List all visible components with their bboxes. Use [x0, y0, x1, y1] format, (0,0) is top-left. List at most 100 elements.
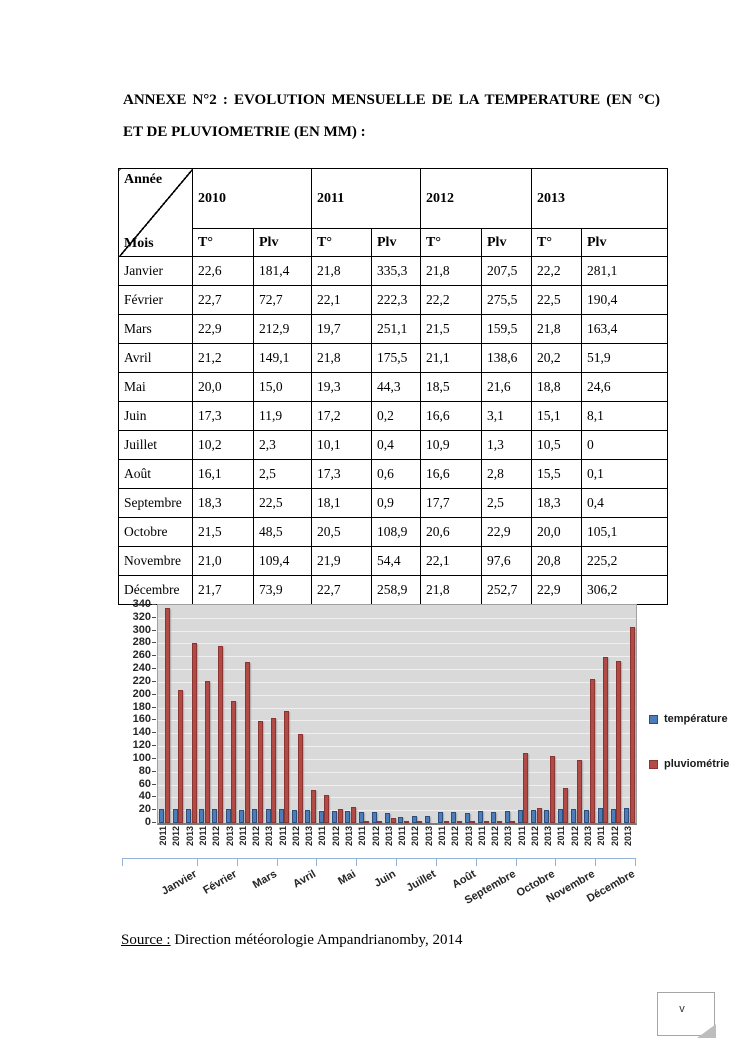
value-cell: 20,0 — [192, 372, 254, 402]
annex-title-line2: ET DE PLUVIOMETRIE (EN MM) : — [123, 124, 366, 140]
temperature-bar — [292, 809, 298, 823]
pluviometrie-bar — [616, 661, 622, 823]
page-fold-icon — [697, 1024, 716, 1038]
temperature-bar — [570, 808, 576, 823]
x-year-text: 2011 — [476, 826, 487, 846]
year-header: 2010 — [192, 168, 312, 229]
legend-swatch-icon — [649, 759, 658, 769]
table-row: Octobre 21,5 48,5 20,5 108,9 20,6 22,9 20,0 105,… — [118, 517, 668, 547]
value-cell: 24,6 — [581, 372, 668, 402]
y-axis-label: 300 — [132, 623, 151, 636]
month-cell: Février — [118, 285, 193, 315]
value-cell: 163,4 — [581, 314, 668, 344]
y-axis-label: 180 — [132, 700, 151, 713]
pluviometrie-bar — [417, 821, 423, 823]
pluviometrie-bar — [164, 608, 170, 823]
value-cell: 17,3 — [311, 459, 372, 489]
pluviometrie-bar — [218, 646, 223, 823]
value-cell: 22,2 — [420, 285, 482, 315]
value-cell: 105,1 — [581, 517, 668, 547]
x-year-text: 2013 — [344, 826, 355, 847]
temperature-bar — [464, 813, 470, 823]
legend-swatch-icon — [649, 714, 658, 724]
value-cell: 21,1 — [420, 343, 482, 373]
value-cell: 159,5 — [481, 314, 532, 344]
value-cell: 2,8 — [481, 459, 532, 489]
subheader-cell: T° — [311, 228, 372, 257]
value-cell: 2,5 — [481, 488, 532, 518]
x-year-text: 2011 — [277, 826, 288, 846]
gridline — [158, 617, 636, 619]
value-cell: 21,6 — [481, 372, 532, 402]
month-cell: Mars — [118, 314, 193, 344]
x-year-text: 2012 — [609, 826, 620, 847]
y-axis-label: 320 — [132, 610, 151, 623]
temperature-bar — [318, 810, 324, 823]
value-cell: 10,1 — [311, 430, 372, 460]
month-axis-tick — [475, 858, 477, 866]
pluviometrie-bar — [350, 807, 356, 823]
legend-label: pluviométrie — [664, 758, 730, 770]
x-year-text: 2013 — [583, 826, 594, 847]
value-cell: 3,1 — [481, 401, 532, 431]
temperature-bar — [478, 811, 483, 823]
source-line: Source : Direction météorologie Ampandri… — [121, 932, 462, 949]
temperature-bar — [358, 812, 364, 823]
y-axis-tick — [152, 706, 156, 708]
page-marker: v — [657, 992, 716, 1038]
value-cell: 21,8 — [531, 314, 582, 344]
value-cell: 22,9 — [531, 575, 582, 605]
x-year-text: 2011 — [317, 826, 328, 846]
annex-title-line1: ANNEXE N°2 : EVOLUTION MENSUELLE DE LA T… — [123, 92, 660, 108]
value-cell: 21,8 — [311, 343, 372, 373]
x-year-text: 2011 — [436, 826, 447, 846]
temperature-bar — [305, 810, 311, 823]
y-axis-tick — [152, 680, 156, 682]
x-year-text: 2011 — [556, 826, 567, 846]
temperature-bar — [451, 812, 457, 823]
pluviometrie-bar — [297, 734, 303, 823]
pluviometrie-bar — [536, 808, 542, 823]
temperature-bar — [557, 809, 563, 823]
value-cell: 2,5 — [253, 459, 312, 489]
year-header: 2012 — [420, 168, 532, 229]
value-cell: 225,2 — [581, 546, 668, 576]
value-cell: 15,1 — [531, 401, 582, 431]
value-cell: 15,0 — [253, 372, 312, 402]
x-year-text: 2013 — [184, 826, 195, 847]
month-cell: Avril — [118, 343, 193, 373]
pluviometrie-bar — [550, 755, 555, 823]
table-row: Avril 21,2 149,1 21,8 175,5 21,1 138,6 20,2 51,9 — [118, 343, 668, 373]
pluviometrie-bar — [496, 821, 502, 823]
pluviometrie-bar — [390, 817, 396, 823]
y-axis-label: 40 — [138, 790, 151, 803]
temperature-bar — [331, 811, 337, 823]
value-cell: 11,9 — [253, 401, 312, 431]
value-cell: 281,1 — [581, 256, 668, 286]
value-cell: 181,4 — [253, 256, 312, 286]
y-axis-label: 140 — [132, 726, 151, 739]
pluviometrie-bar — [244, 662, 250, 823]
month-cell: Août — [118, 459, 193, 489]
subheader-cell: Plv — [481, 228, 532, 257]
gridline — [158, 733, 636, 735]
value-cell: 149,1 — [253, 343, 312, 373]
month-axis-tick — [595, 858, 597, 866]
temperature-bar — [212, 808, 218, 823]
temperature-bar — [385, 813, 390, 823]
y-axis-tick — [152, 745, 156, 747]
value-cell: 0,1 — [581, 459, 668, 489]
y-axis-label: 340 — [132, 598, 151, 610]
gridline — [158, 746, 636, 748]
value-cell: 335,3 — [371, 256, 421, 286]
month-axis-tick — [236, 858, 238, 866]
subheader-row: T° Plv T° Plv T° Plv T° Plv — [119, 228, 668, 257]
x-year-text: 2013 — [224, 826, 235, 847]
x-year-text: 2013 — [423, 826, 434, 847]
y-axis-tick — [152, 757, 156, 759]
pluviometrie-bar — [403, 821, 409, 823]
x-year-text: 2013 — [383, 826, 394, 847]
value-cell: 22,5 — [531, 285, 582, 315]
value-cell: 20,2 — [531, 343, 582, 373]
temperature-bar — [159, 809, 165, 823]
